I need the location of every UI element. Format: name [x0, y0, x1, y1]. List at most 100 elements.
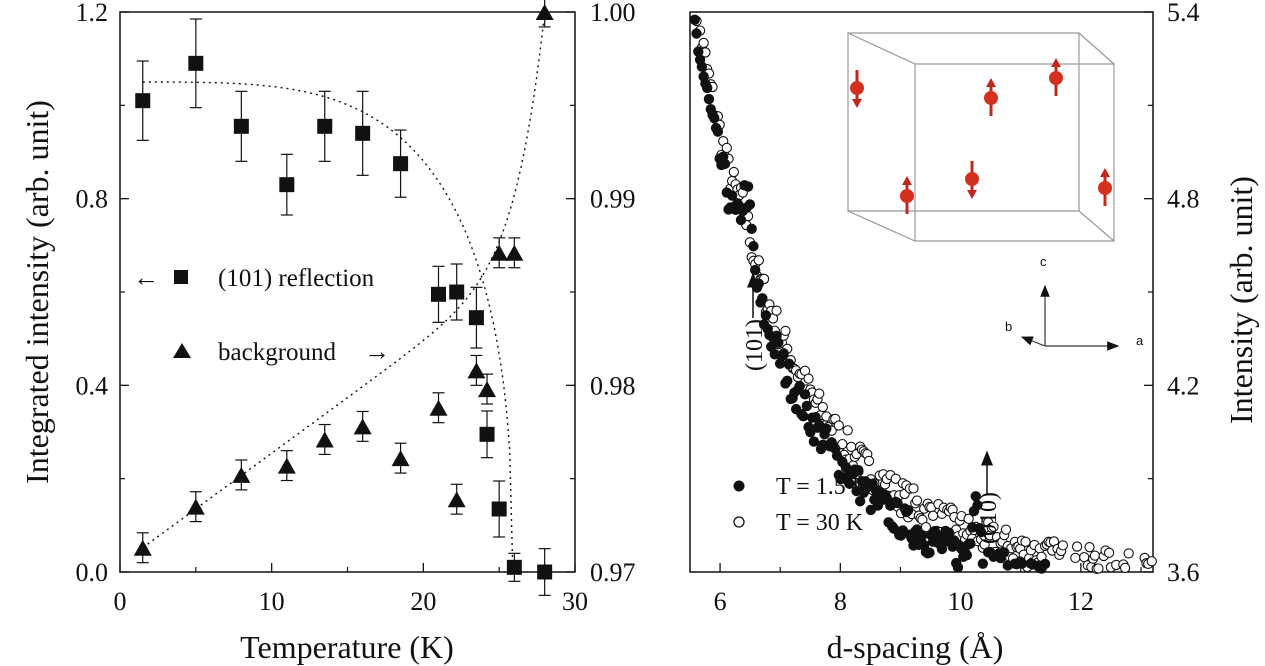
point-1p5K [778, 348, 789, 359]
background-point [315, 431, 334, 448]
point-30K [698, 37, 709, 49]
legend-label-30K: T = 30 K [776, 510, 864, 536]
point-1p5K [902, 505, 914, 516]
point-1p5K [782, 375, 793, 386]
left-data-points [133, 0, 554, 596]
point-1p5K [943, 527, 955, 538]
background-point [391, 450, 410, 467]
point-1p5K [744, 199, 756, 210]
right-y-axis-label: Intensity (arb. unit) [1223, 176, 1259, 424]
point-1p5K [689, 14, 700, 26]
background-point [535, 4, 554, 20]
axes-triad [1020, 284, 1120, 351]
fit-curves [142, 11, 546, 573]
left-y-tick-label: 1.2 [76, 0, 109, 27]
point-1p5K [726, 190, 738, 201]
right-panel: 6 8 10 12 3.6 4.2 4.8 5.4 (101) (010) T = 1.5 K… [689, 0, 1259, 665]
point-1p5K [696, 61, 708, 72]
point-30K [927, 510, 939, 521]
point-1p5K [801, 400, 812, 412]
point-1p5K [972, 499, 983, 511]
left-x-axis-label: Temperature (K) [240, 629, 454, 665]
spin-arrow [850, 70, 864, 108]
unit-cell-box [847, 32, 1115, 242]
point-1p5K [742, 181, 754, 192]
reflection-point [317, 118, 333, 134]
point-30K [817, 401, 828, 413]
peak-label-010: (010) [976, 492, 1002, 544]
point-1p5K [821, 423, 832, 434]
reflection-point [431, 286, 446, 302]
left-x-tick-label: 0 [114, 587, 127, 616]
point-1p5K [998, 547, 1010, 558]
reflection-point [506, 559, 522, 575]
peak-annotation-010: (010) [976, 450, 1002, 544]
point-30K [1119, 562, 1131, 573]
point-30K [1084, 542, 1095, 553]
point-1p5K [854, 496, 866, 507]
spin-arrow [965, 161, 979, 199]
point-1p5K [798, 411, 809, 422]
point-1p5K [760, 310, 772, 321]
point-1p5K [748, 240, 759, 252]
point-1p5K [1039, 558, 1051, 570]
background-point [353, 418, 372, 435]
point-1p5K [735, 214, 747, 226]
left-y-tick-label: 0.8 [76, 185, 109, 214]
point-30K [728, 166, 740, 178]
point-1p5K [1016, 558, 1028, 569]
point-1p5K [702, 82, 713, 94]
right-y-tick-label: 4.8 [1167, 185, 1200, 214]
left-y-tick-label: 0.0 [76, 558, 109, 587]
point-30K [1020, 536, 1031, 547]
background-point [467, 362, 486, 379]
background-point [232, 466, 251, 483]
spin-arrow [900, 176, 914, 214]
legend-label-1p5K: T = 1.5 K [776, 474, 870, 500]
right-x-tick-label: 12 [1068, 587, 1094, 616]
point-30K [1123, 548, 1134, 559]
point-30K [863, 455, 875, 467]
axis-label-c: c [1040, 254, 1047, 269]
reflection-point [468, 310, 484, 326]
right-x-tick-label: 10 [948, 587, 974, 616]
point-30K [1093, 563, 1104, 574]
point-30K [908, 483, 919, 494]
reflection-point [491, 501, 507, 517]
reflection-point [355, 125, 371, 141]
reflection-point [393, 156, 409, 172]
reflection-point [233, 118, 249, 134]
reflection-point [188, 55, 204, 71]
left-x-tick-label: 20 [410, 587, 436, 616]
reflection-point [135, 93, 151, 109]
point-1p5K [810, 412, 821, 423]
background-fit-curve [142, 11, 546, 549]
reflection-point [537, 564, 553, 580]
background-point [490, 244, 509, 261]
point-30K [1103, 547, 1115, 558]
reflection-point [279, 177, 295, 193]
point-1p5K [709, 113, 720, 124]
point-30K [803, 373, 814, 384]
point-1p5K [773, 337, 784, 349]
right-x-tick-label: 6 [714, 587, 727, 616]
left-y2-tick-label: 0.97 [590, 558, 636, 587]
point-30K [1146, 556, 1157, 567]
right-axis-ticks: 6 8 10 12 3.6 4.2 4.8 5.4 [714, 0, 1200, 616]
legend-label-background: background [218, 339, 337, 366]
axis-label-b: b [1005, 319, 1012, 334]
legend-label-reflection: (101) reflection [218, 265, 375, 292]
point-1p5K [961, 549, 973, 561]
point-1p5K [970, 491, 981, 502]
point-30K [814, 388, 825, 399]
point-1p5K [799, 389, 811, 400]
point-1p5K [892, 497, 903, 509]
point-1p5K [783, 358, 795, 369]
point-30K [780, 325, 791, 337]
point-1p5K [917, 530, 928, 541]
legend-arrow-right: → [364, 337, 390, 366]
crystal-structure-inset: c b a [847, 32, 1144, 351]
point-1p5K [712, 126, 724, 137]
legend-arrow-left: ← [133, 263, 159, 292]
